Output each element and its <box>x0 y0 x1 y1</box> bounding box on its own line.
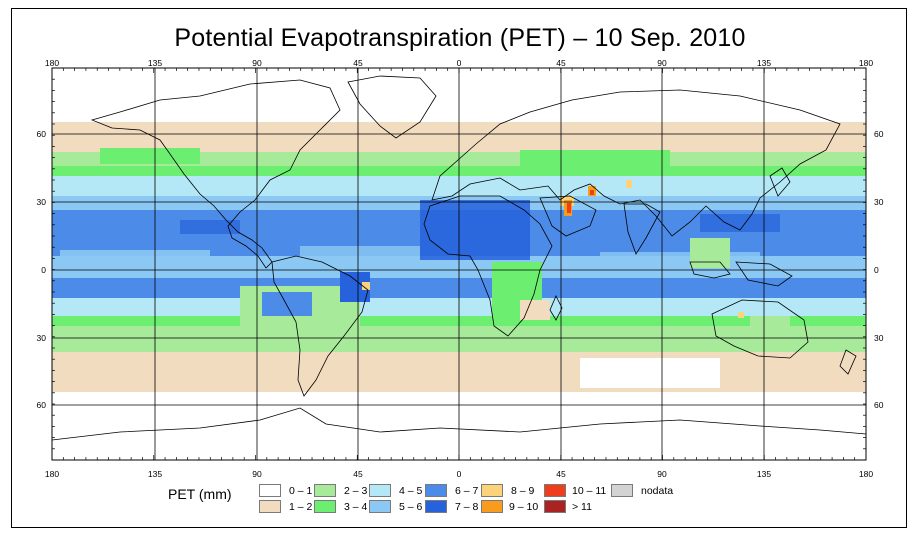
legend-range: 7 – 8 <box>455 501 479 513</box>
lon-label: 0 <box>457 58 462 68</box>
lon-label: 45 <box>353 58 363 68</box>
legend-swatch <box>544 500 566 513</box>
axis-ticks <box>51 67 867 461</box>
lon-label: 180 <box>45 58 59 68</box>
lon-label: 180 <box>45 469 59 479</box>
lat-label: 30 <box>37 333 47 343</box>
lon-label: 180 <box>859 58 873 68</box>
legend-swatch <box>611 484 633 497</box>
hotspots <box>362 180 744 318</box>
legend-swatch <box>425 484 447 497</box>
legend-range: 8 – 9 <box>511 485 535 497</box>
coastlines <box>52 75 866 441</box>
lat-label: 60 <box>874 400 884 410</box>
legend-range: 3 – 4 <box>344 501 368 513</box>
lat-label: 60 <box>37 129 47 139</box>
lat-label: 30 <box>874 197 884 207</box>
legend-swatch <box>369 500 391 513</box>
legend-swatch <box>259 484 281 497</box>
legend-range: 2 – 3 <box>344 485 368 497</box>
lat-label: 60 <box>874 129 884 139</box>
lon-label: 45 <box>556 469 566 479</box>
lon-label: 0 <box>457 469 462 479</box>
lon-label: 135 <box>757 58 771 68</box>
lon-label: 45 <box>556 58 566 68</box>
legend-swatch <box>314 500 336 513</box>
pet-field <box>52 68 866 460</box>
lat-label: 60 <box>37 400 47 410</box>
lon-label: 90 <box>252 469 262 479</box>
legend-swatch <box>425 500 447 513</box>
lon-label: 45 <box>353 469 363 479</box>
legend-range: nodata <box>641 485 674 497</box>
legend-range: 5 – 6 <box>399 501 423 513</box>
lat-labels-right: 60 30 0 30 60 <box>874 129 884 410</box>
figure-frame <box>11 8 907 528</box>
lon-label: 180 <box>859 469 873 479</box>
field-patches <box>60 130 790 392</box>
lon-label: 90 <box>657 58 667 68</box>
legend-range: 1 – 2 <box>289 501 313 513</box>
lon-label: 90 <box>252 58 262 68</box>
legend-range: 4 – 5 <box>399 485 423 497</box>
lon-labels-top: 180 135 90 45 0 45 90 135 180 <box>45 58 873 68</box>
lat-label: 30 <box>37 197 47 207</box>
lat-label: 0 <box>874 265 879 275</box>
legend-title: PET (mm) <box>168 486 232 502</box>
lon-label: 90 <box>657 469 667 479</box>
legend-swatch <box>544 484 566 497</box>
lon-labels-bottom: 180 135 90 45 0 45 90 135 180 <box>45 469 873 479</box>
legend-swatch <box>481 500 503 513</box>
legend-range: 9 – 10 <box>509 501 539 513</box>
lon-label: 135 <box>148 469 162 479</box>
legend-range: 6 – 7 <box>455 485 479 497</box>
legend-range: 10 – 11 <box>572 485 607 497</box>
legend-range: 0 – 1 <box>289 485 313 497</box>
legend-swatch <box>259 500 281 513</box>
lat-label: 30 <box>874 333 884 343</box>
legend-swatch <box>314 484 336 497</box>
lat-labels-left: 60 30 0 30 60 <box>37 129 47 410</box>
graticule <box>52 68 866 460</box>
lat-label: 0 <box>41 265 46 275</box>
lon-label: 135 <box>757 469 771 479</box>
legend-swatch <box>481 484 503 497</box>
legend-range: > 11 <box>572 501 592 513</box>
map-title: Potential Evapotranspiration (PET) – 10 … <box>174 24 746 52</box>
legend-swatch <box>369 484 391 497</box>
lon-label: 135 <box>148 58 162 68</box>
